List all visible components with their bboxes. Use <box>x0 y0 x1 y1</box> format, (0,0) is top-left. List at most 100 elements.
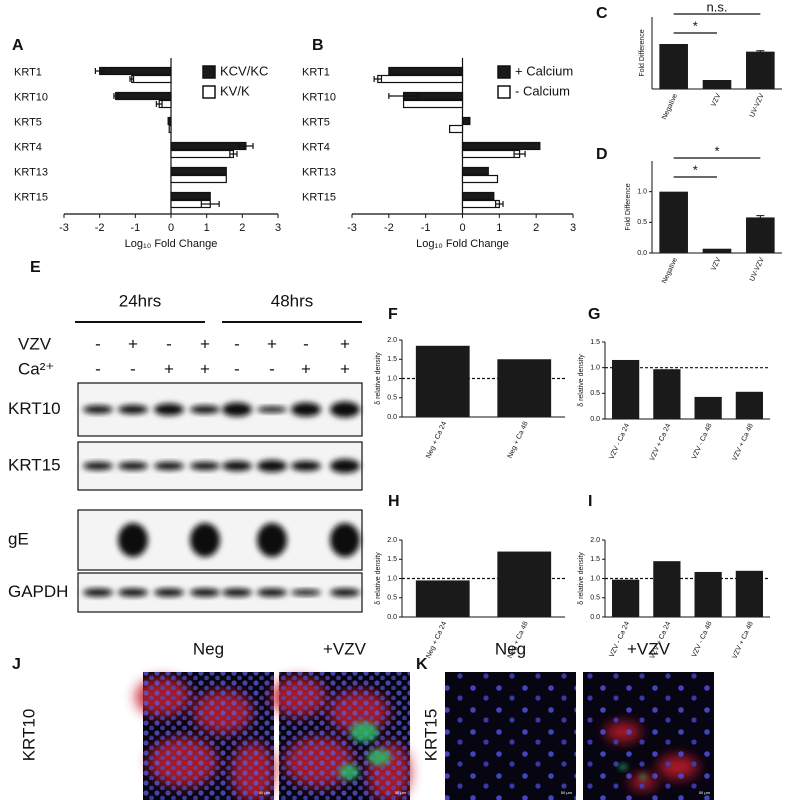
blot-band <box>83 588 113 597</box>
y-axis-label: δ relative density <box>375 352 382 405</box>
treatment-sign: - <box>269 359 275 378</box>
error-bar <box>495 201 504 207</box>
x-tick-label: -3 <box>59 222 69 234</box>
treatment-sign: - <box>166 334 172 353</box>
bar <box>402 99 464 109</box>
panel-letter: I <box>588 493 592 510</box>
legend-swatch <box>497 85 511 99</box>
category-label: KRT5 <box>14 116 42 128</box>
y-tick-label: 2.0 <box>590 537 600 544</box>
blot-row-label: KRT10 <box>8 399 61 418</box>
y-tick-label: 0.5 <box>590 595 600 602</box>
bar <box>449 124 464 134</box>
blot-band <box>257 523 287 557</box>
panel-letter: A <box>12 37 24 54</box>
bar <box>461 174 499 184</box>
y-tick-label: 0.0 <box>637 250 647 257</box>
treatment-sign: - <box>130 359 136 378</box>
x-tick-label: 0 <box>168 222 174 234</box>
y-tick-label: 0.0 <box>590 614 600 621</box>
y-tick-label: 1.5 <box>387 356 397 363</box>
category-label: VZV - Ca 48 <box>691 621 714 659</box>
treatment-sign: - <box>234 359 240 378</box>
category-label: KRT13 <box>14 166 48 178</box>
panel-letter: D <box>596 146 608 163</box>
x-axis-label: Log₁₀ Fold Change <box>125 238 218 250</box>
bar <box>170 166 227 176</box>
x-tick-label: 3 <box>570 222 576 234</box>
blot-band <box>222 402 252 417</box>
treatment-sign: + <box>301 359 311 378</box>
blot-band <box>118 588 148 597</box>
blot-band <box>118 405 148 414</box>
blot-band <box>154 588 184 597</box>
error-bar <box>94 68 105 74</box>
blot-band <box>257 588 287 597</box>
nuclei <box>143 672 274 800</box>
legend-label: KCV/KC <box>220 63 268 78</box>
category-label: VZV - Ca 48 <box>691 423 714 461</box>
bar <box>170 191 211 201</box>
y-axis-label: δ relative density <box>578 552 585 605</box>
y-tick-label: 1.0 <box>590 365 600 372</box>
y-tick-label: 2.0 <box>387 337 397 344</box>
panel-letter: J <box>12 656 21 673</box>
y-axis-label: Fold Difference <box>639 29 646 76</box>
column-label: +VZV <box>323 639 367 658</box>
y-tick-label: 0.0 <box>387 414 397 421</box>
blot-band <box>154 462 184 470</box>
treatment-sign: - <box>95 359 101 378</box>
x-tick-label: -1 <box>130 222 140 234</box>
legend-swatch <box>202 85 216 99</box>
bar <box>168 124 172 134</box>
y-tick-label: 0.0 <box>590 416 600 423</box>
bar <box>388 66 464 76</box>
category-label: VZV <box>710 256 722 272</box>
bar <box>415 580 470 617</box>
bar <box>461 141 541 151</box>
blot-band <box>291 402 321 417</box>
nuclei <box>445 672 576 800</box>
legend-swatch <box>202 65 216 79</box>
time-point-label: 24hrs <box>119 291 162 310</box>
error-bar <box>238 143 254 149</box>
bar <box>694 571 722 617</box>
bar <box>702 248 732 253</box>
bar <box>461 116 471 126</box>
blot-band <box>118 523 148 557</box>
blot-band <box>330 523 360 557</box>
y-tick-label: 1.0 <box>637 189 647 196</box>
significance-label: n.s. <box>707 0 728 14</box>
y-tick-label: 0.5 <box>637 219 647 226</box>
blot-band <box>118 462 148 470</box>
blot-band <box>291 461 321 471</box>
y-tick-label: 0.0 <box>387 614 397 621</box>
x-tick-label: 3 <box>275 222 281 234</box>
virus-stain <box>339 764 359 780</box>
category-label: Neg + Ca 48 <box>507 421 530 460</box>
category-label: KRT13 <box>302 166 336 178</box>
blot-band <box>190 405 220 414</box>
x-tick-label: 2 <box>533 222 539 234</box>
blot-band <box>154 403 184 416</box>
y-tick-label: 1.5 <box>590 556 600 563</box>
scale-bar: 50 µm <box>561 790 573 795</box>
blot-band <box>222 588 252 597</box>
scale-bar: 50 µm <box>699 790 711 795</box>
y-axis-label: δ relative density <box>578 354 585 407</box>
category-label: VZV - Ca 24 <box>608 423 631 461</box>
category-label: KRT4 <box>302 141 330 153</box>
panel-letter: B <box>312 37 324 54</box>
blot-row-label: GAPDH <box>8 582 68 601</box>
nuclei <box>583 672 714 800</box>
blot-band <box>190 588 220 597</box>
category-label: KRT5 <box>302 116 330 128</box>
blot-band <box>291 589 321 596</box>
scale-bar: 50 µm <box>395 790 407 795</box>
x-tick-label: -1 <box>421 222 431 234</box>
x-tick-label: 1 <box>204 222 210 234</box>
category-label: VZV + Ca 48 <box>731 621 754 661</box>
category-label: KRT4 <box>14 141 42 153</box>
bar <box>659 44 688 89</box>
category-label: Negative <box>661 93 679 121</box>
